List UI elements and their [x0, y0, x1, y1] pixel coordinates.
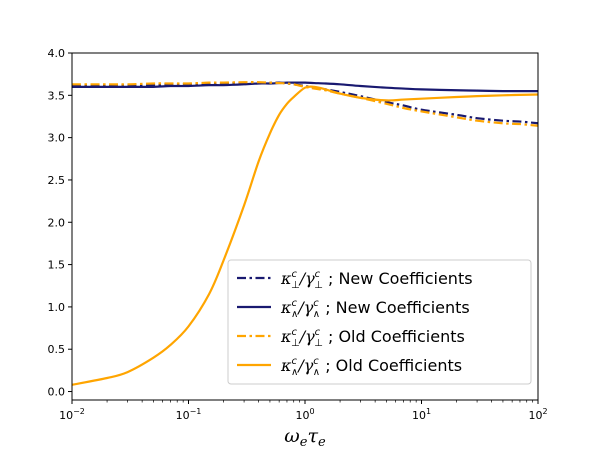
y-tick-label: 1.5	[48, 259, 66, 272]
series-line-2	[72, 81, 538, 93]
x-tick-label: 10−1	[176, 407, 202, 422]
legend-box	[227, 259, 532, 385]
y-tick-label: 0.5	[48, 343, 66, 356]
x-tick-label: 10−2	[59, 407, 85, 422]
legend-label-2: κc ∧/γc ∧ ; New Coefficients	[280, 298, 470, 320]
y-tick-label: 3.0	[48, 132, 66, 145]
x-tick-label: 102	[528, 407, 547, 422]
x-tick-label: 100	[295, 407, 314, 422]
legend-label-3: κc ⊥/γc ⊥ ; Old Coefficients	[280, 327, 465, 349]
legend: κc ⊥/γc ⊥ ; New Coefficients κc ∧/γc ∧ ; New …	[227, 259, 532, 385]
series-line-3	[72, 81, 538, 127]
series-line-1	[72, 81, 538, 125]
legend-label-1: κc ⊥/γc ⊥ ; New Coefficients	[280, 269, 473, 291]
x-axis-label: ωeτe	[284, 425, 326, 449]
legend-label-4: κc ∧/γc ∧ ; Old Coefficients	[280, 356, 462, 378]
series-line-4	[72, 85, 538, 386]
x-tick-label: 101	[412, 407, 431, 422]
y-tick-label: 3.5	[48, 89, 66, 102]
y-tick-label: 2.0	[48, 216, 66, 229]
y-tick-label: 2.5	[48, 174, 66, 187]
y-tick-label: 0.0	[48, 386, 66, 399]
series-layer	[72, 81, 538, 386]
y-tick-label: 1.0	[48, 301, 66, 314]
axes-layer: 0.0 0.5 1.0 1.5 2.0 2.5 3.0 3.5 4.0 10−2 10−1 100 10…	[48, 47, 548, 449]
y-tick-label: 4.0	[48, 47, 66, 60]
